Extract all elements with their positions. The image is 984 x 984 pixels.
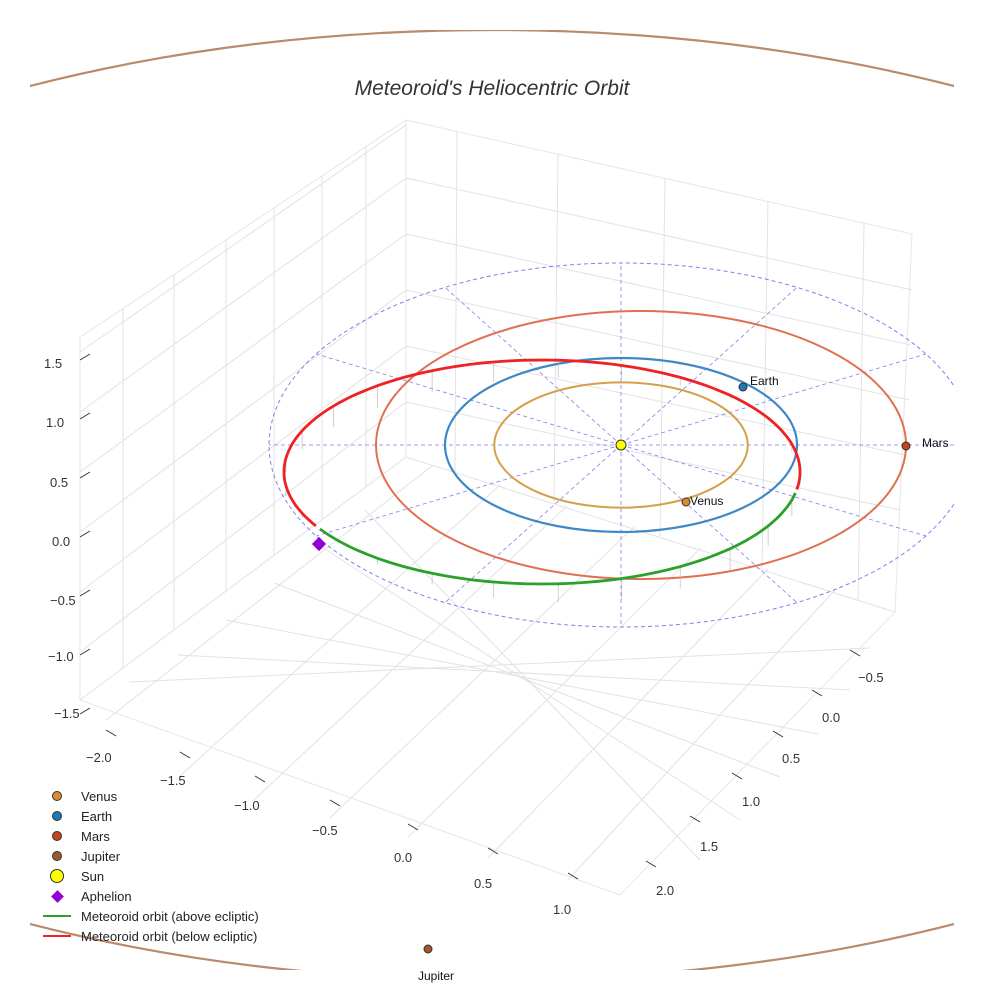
legend-label: Mars [81,828,110,844]
reference-spoke [316,444,622,537]
venus-label: Venus [690,494,723,508]
y-tick-label: −0.5 [858,670,884,685]
legend-item-aphelion: Aphelion [40,886,259,906]
reference-spoke [620,287,798,446]
earth-marker-icon [52,811,62,821]
venus-marker [681,497,691,507]
reference-spoke [316,353,622,446]
green-line-icon [43,915,71,917]
x-tick-label: 1.0 [553,902,571,917]
z-tick-label: 1.5 [44,356,62,371]
legend-label: Earth [81,808,113,824]
reference-spoke [620,444,798,603]
z-tick-labels: 1.5 1.0 0.5 0.0 −0.5 −1.0 −1.5 [44,356,80,721]
x-tick-labels: −2.0 −1.5 −1.0 −0.5 0.0 0.5 1.0 [86,750,571,917]
legend-item-above: Meteoroid orbit (above ecliptic) [40,906,259,926]
meteoroid-orbit-above [319,492,797,586]
legend-item-mars: Mars [40,826,259,846]
red-line-icon [43,935,71,937]
reference-spoke [444,444,622,603]
reference-circle [268,262,954,628]
pane-grid [78,119,913,896]
mars-label: Mars [922,436,949,450]
x-tick-label: 0.5 [474,876,492,891]
aphelion-marker [311,536,327,552]
legend-item-venus: Venus [40,786,259,806]
y-tick-label: 0.0 [822,710,840,725]
legend-label: Jupiter [81,848,121,864]
chart-title: Meteoroid's Heliocentric Orbit [355,77,631,100]
z-tick-label: 1.0 [46,415,64,430]
z-tick-label: 0.0 [52,534,70,549]
earth-label: Earth [750,374,779,388]
z-tick-label: −1.5 [54,706,80,721]
mars-marker-icon [52,831,62,841]
meteoroid-orbit-below [282,358,802,528]
legend-label: Meteoroid orbit (above ecliptic) [81,908,259,924]
z-tick-label: −1.0 [48,649,74,664]
venus-marker-icon [52,791,62,801]
sun-marker [615,439,627,451]
jupiter-marker [423,944,433,954]
legend-label: Sun [81,868,105,884]
legend-item-sun: Sun [40,866,259,886]
y-tick-label: 1.0 [742,794,760,809]
reference-spoke [620,353,926,446]
sun-marker-icon [50,869,64,883]
z-tick-label: −0.5 [50,593,76,608]
legend: Venus Earth Mars Jupiter Sun Aphelion Me… [40,786,259,946]
axis-ticks [79,353,861,880]
jupiter-marker-icon [52,851,62,861]
x-tick-label: −1.0 [234,798,260,813]
x-tick-label: −1.5 [160,773,186,788]
legend-item-jupiter: Jupiter [40,846,259,866]
reference-spoke [444,287,622,446]
x-tick-label: 0.0 [394,850,412,865]
x-tick-label: −2.0 [86,750,112,765]
aphelion-marker-icon [50,889,64,903]
venus-orbit [493,381,749,509]
orbit-layer [30,30,954,970]
z-tick-label: 0.5 [50,475,68,490]
earth-orbit [443,356,799,534]
legend-item-earth: Earth [40,806,259,826]
legend-item-below: Meteoroid orbit (below ecliptic) [40,926,259,946]
y-tick-label: 1.5 [700,839,718,854]
earth-marker [738,382,748,392]
y-tick-labels: −0.5 0.0 0.5 1.0 1.5 2.0 [656,670,884,898]
legend-label: Aphelion [81,888,132,904]
legend-label: Venus [81,788,118,804]
x-tick-label: −0.5 [312,823,338,838]
mars-marker [901,441,911,451]
jupiter-label: Jupiter [418,969,454,983]
y-tick-label: 0.5 [782,751,800,766]
legend-label: Meteoroid orbit (below ecliptic) [81,928,258,944]
y-tick-label: 2.0 [656,883,674,898]
